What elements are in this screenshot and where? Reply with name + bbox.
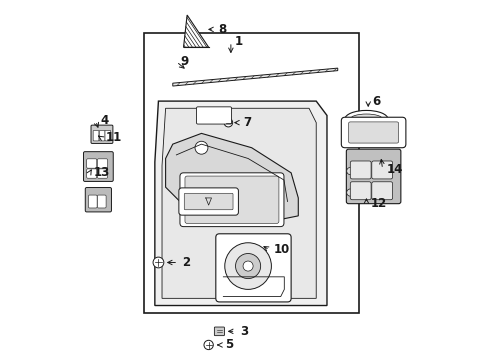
FancyBboxPatch shape (97, 195, 106, 208)
FancyBboxPatch shape (341, 117, 405, 148)
Circle shape (346, 189, 353, 196)
FancyBboxPatch shape (349, 161, 370, 179)
Circle shape (153, 257, 163, 268)
Polygon shape (162, 108, 316, 298)
Text: 14: 14 (386, 163, 403, 176)
Polygon shape (172, 68, 337, 86)
FancyBboxPatch shape (349, 182, 370, 200)
Text: 2: 2 (182, 256, 190, 269)
FancyBboxPatch shape (184, 176, 278, 224)
Text: 9: 9 (180, 55, 188, 68)
Circle shape (346, 167, 353, 175)
FancyBboxPatch shape (86, 159, 97, 168)
FancyBboxPatch shape (346, 149, 400, 204)
FancyBboxPatch shape (88, 195, 97, 208)
Text: 12: 12 (370, 197, 386, 210)
Ellipse shape (344, 111, 387, 128)
FancyBboxPatch shape (83, 152, 113, 181)
Circle shape (224, 118, 232, 127)
Polygon shape (155, 101, 326, 306)
FancyBboxPatch shape (93, 131, 99, 141)
Circle shape (224, 243, 271, 289)
Text: 13: 13 (94, 166, 110, 179)
Text: 5: 5 (225, 338, 233, 351)
Text: 4: 4 (100, 114, 108, 127)
FancyBboxPatch shape (97, 159, 107, 168)
Polygon shape (165, 134, 298, 223)
Circle shape (235, 253, 260, 279)
Circle shape (203, 340, 213, 350)
Text: 1: 1 (235, 35, 243, 49)
FancyBboxPatch shape (371, 161, 392, 179)
Text: 8: 8 (218, 23, 226, 36)
Bar (144, 33, 359, 313)
FancyBboxPatch shape (105, 131, 110, 141)
FancyBboxPatch shape (97, 169, 107, 178)
Circle shape (195, 141, 207, 154)
FancyBboxPatch shape (85, 188, 111, 212)
Text: 3: 3 (239, 325, 247, 338)
FancyBboxPatch shape (196, 107, 231, 124)
Polygon shape (183, 15, 208, 47)
FancyBboxPatch shape (180, 173, 284, 226)
FancyBboxPatch shape (86, 169, 97, 178)
FancyBboxPatch shape (179, 188, 238, 215)
Text: 6: 6 (372, 95, 380, 108)
Text: 7: 7 (243, 116, 251, 129)
Ellipse shape (349, 114, 382, 124)
FancyBboxPatch shape (99, 131, 105, 141)
FancyBboxPatch shape (348, 122, 398, 143)
FancyBboxPatch shape (371, 182, 392, 200)
Text: 11: 11 (105, 131, 122, 144)
Circle shape (243, 261, 253, 271)
FancyBboxPatch shape (215, 234, 290, 302)
Text: 10: 10 (273, 243, 289, 256)
FancyBboxPatch shape (214, 327, 224, 336)
FancyBboxPatch shape (184, 193, 233, 210)
FancyBboxPatch shape (91, 125, 113, 143)
